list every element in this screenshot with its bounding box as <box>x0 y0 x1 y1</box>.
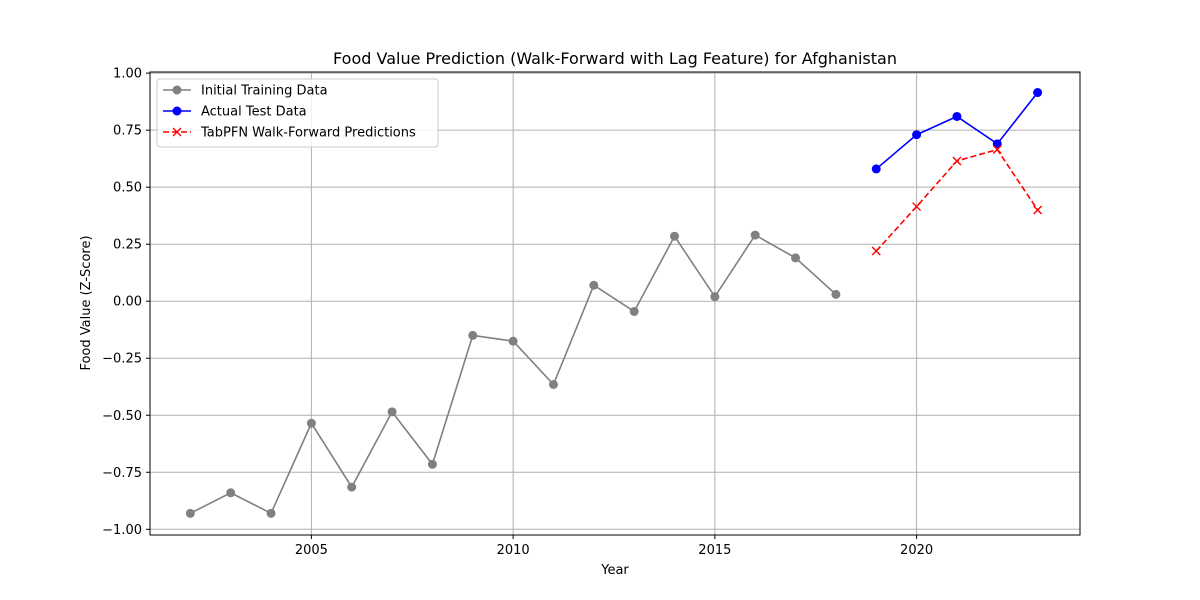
data-point <box>952 156 962 166</box>
data-point <box>427 459 437 469</box>
y-tick-label: 0.00 <box>113 295 142 310</box>
grid-lines <box>150 72 1080 535</box>
y-tick-label: 0.50 <box>113 181 142 196</box>
x-axis-label: Year <box>600 563 629 578</box>
data-point <box>347 482 357 492</box>
chart-title: Food Value Prediction (Walk-Forward with… <box>333 49 897 68</box>
axes-frame <box>149 71 1081 536</box>
legend-label: Initial Training Data <box>201 84 328 99</box>
data-point <box>266 508 276 518</box>
data-point <box>226 488 236 498</box>
y-tick-label: 0.25 <box>113 238 142 253</box>
data-point <box>1033 88 1043 98</box>
data-point <box>912 130 922 140</box>
y-tick-label: 0.75 <box>113 124 142 139</box>
data-point <box>871 246 881 256</box>
x-tick-label: 2005 <box>295 543 328 558</box>
x-tick-label: 2010 <box>497 543 530 558</box>
legend-box <box>156 78 439 148</box>
data-point <box>871 164 881 174</box>
y-tick-label: −0.25 <box>102 352 142 367</box>
legend-label: TabPFN Walk-Forward Predictions <box>200 126 416 141</box>
data-point <box>992 145 1002 155</box>
data-point <box>791 253 801 263</box>
y-axis-label: Food Value (Z-Score) <box>79 235 94 370</box>
data-point <box>992 139 1002 149</box>
data-point <box>629 306 639 316</box>
legend-marker <box>172 106 182 116</box>
legend-marker <box>172 127 182 137</box>
data-point <box>952 111 962 121</box>
data-point <box>185 508 195 518</box>
data-point <box>306 418 316 428</box>
y-tick-label: −1.00 <box>102 523 142 538</box>
x-tick-label: 2015 <box>698 543 731 558</box>
data-point <box>831 289 841 299</box>
y-tick-label: −0.75 <box>102 466 142 481</box>
data-point <box>1033 205 1043 215</box>
data-point <box>589 280 599 290</box>
data-point <box>750 230 760 240</box>
legend-marker <box>172 85 182 95</box>
data-point <box>710 292 720 302</box>
data-point <box>548 379 558 389</box>
data-point <box>468 330 478 340</box>
data-point <box>508 336 518 346</box>
data-point <box>670 231 680 241</box>
y-tick-label: 1.00 <box>113 67 142 82</box>
axis-ticks: 2005 2010 2015 2020 1.00 0.75 0.50 0.25 0.00 −0.2… <box>102 67 933 558</box>
data-point <box>912 202 922 212</box>
legend: Initial Training Data Actual Test Data Tab… <box>156 78 439 148</box>
data-point <box>387 407 397 417</box>
legend-label: Actual Test Data <box>201 105 307 120</box>
y-tick-label: −0.50 <box>102 409 142 424</box>
plot-area <box>185 88 1043 518</box>
x-tick-label: 2020 <box>900 543 933 558</box>
